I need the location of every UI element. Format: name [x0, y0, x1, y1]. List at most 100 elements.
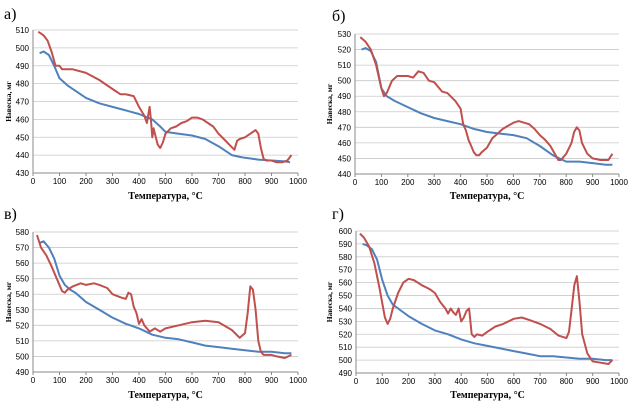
x-tick-label: 200	[402, 377, 416, 386]
y-tick-label: 530	[338, 30, 352, 39]
x-tick-label: 600	[185, 177, 199, 186]
y-tick-label: 480	[338, 108, 352, 117]
y-tick-label: 470	[16, 98, 30, 107]
y-tick-label: 560	[16, 259, 30, 268]
y-tick-label: 560	[339, 279, 353, 288]
x-tick-label: 500	[159, 177, 173, 186]
y-tick-label: 580	[16, 228, 30, 237]
x-tick-label: 800	[238, 376, 252, 385]
y-tick-label: 520	[16, 321, 30, 330]
x-tick-label: 0	[31, 376, 36, 385]
x-tick-label: 1000	[610, 178, 628, 187]
y-tick-label: 490	[16, 62, 30, 71]
x-tick-label: 900	[265, 177, 279, 186]
x-axis-title: Температура, °С	[450, 191, 525, 202]
panel-label-c: в)	[4, 206, 17, 223]
x-tick-label: 300	[106, 177, 120, 186]
y-tick-label: 570	[339, 266, 353, 275]
x-tick-label: 600	[185, 376, 199, 385]
y-tick-label: 500	[339, 356, 353, 365]
y-tick-label: 530	[16, 306, 30, 315]
x-tick-label: 700	[212, 177, 226, 186]
x-tick-label: 500	[481, 377, 495, 386]
y-tick-label: 540	[339, 304, 353, 313]
x-tick-label: 1000	[289, 177, 307, 186]
y-tick-label: 460	[16, 115, 30, 124]
x-tick-label: 400	[132, 177, 146, 186]
x-tick-label: 200	[401, 178, 415, 187]
x-tick-label: 0	[354, 377, 359, 386]
panel-label-d: г)	[332, 206, 344, 223]
y-tick-label: 440	[16, 151, 30, 160]
series-line-2	[36, 234, 292, 359]
x-tick-label: 700	[212, 376, 226, 385]
y-axis-title: Навеска, мг	[4, 81, 13, 122]
chart-c-svg: 490 500 510 520 530 540 550 560 570 580 0 100 200 300…	[4, 228, 307, 401]
chart-panel-c: 490 500 510 520 530 540 550 560 570 580 0 100 200 300…	[0, 202, 320, 405]
x-axis-title: Температура, °С	[128, 390, 203, 401]
y-tick-label: 580	[339, 253, 353, 262]
y-tick-label: 520	[339, 330, 353, 339]
y-tick-label: 550	[339, 292, 353, 301]
y-tick-label: 480	[16, 80, 30, 89]
x-tick-label: 200	[79, 376, 93, 385]
x-tick-label: 800	[560, 178, 574, 187]
x-tick-label: 100	[376, 377, 390, 386]
x-tick-label: 100	[53, 376, 67, 385]
y-tick-label: 590	[339, 240, 353, 249]
chart-d-svg: 490 500 510 520 530 540 550 560 570 580 590 600 0 100…	[325, 227, 628, 401]
x-tick-label: 700	[533, 377, 547, 386]
y-axis-title: Навеска, мг	[325, 281, 334, 322]
x-axis-title: Температура, °С	[450, 390, 525, 401]
x-tick-label: 400	[132, 376, 146, 385]
chart-panel-d: 490 500 510 520 530 540 550 560 570 580 590 600 0 100…	[320, 202, 641, 405]
x-tick-label: 400	[455, 377, 469, 386]
series-line-1	[39, 50, 291, 164]
y-tick-label: 510	[16, 26, 30, 35]
y-axis-title: Навеска, мг	[325, 83, 334, 124]
y-tick-label: 510	[339, 343, 353, 352]
y-tick-label: 600	[339, 227, 353, 236]
x-tick-label: 400	[454, 178, 468, 187]
chart-panel-a: 430 440 450 460 470 480 490 500 510 0 100 200 300 400…	[0, 0, 320, 202]
y-axis-title: Навеска, мг	[4, 281, 13, 322]
series-line-1	[39, 240, 292, 355]
y-tick-label: 520	[338, 46, 352, 55]
y-tick-label: 540	[16, 290, 30, 299]
panel-label-b: б)	[332, 8, 346, 25]
x-tick-label: 300	[106, 376, 120, 385]
series-line-2	[359, 232, 614, 365]
y-tick-label: 470	[338, 123, 352, 132]
x-tick-label: 100	[53, 177, 67, 186]
series-line-1	[362, 242, 613, 362]
x-tick-label: 200	[79, 177, 93, 186]
chart-a-svg: 430 440 450 460 470 480 490 500 510 0 100 200 300 400…	[4, 26, 307, 202]
y-tick-label: 460	[338, 139, 352, 148]
x-tick-label: 1000	[289, 376, 307, 385]
y-tick-label: 490	[339, 369, 353, 378]
y-tick-label: 510	[16, 337, 30, 346]
x-tick-label: 0	[353, 178, 358, 187]
x-tick-label: 800	[238, 177, 252, 186]
y-tick-label: 500	[16, 352, 30, 361]
y-tick-label: 510	[338, 61, 352, 70]
y-tick-label: 500	[338, 77, 352, 86]
x-tick-label: 900	[586, 178, 600, 187]
series-line-2	[37, 30, 293, 164]
chart-b-svg: 440 450 460 470 480 490 500 510 520 530 0 100 200 300…	[325, 30, 628, 202]
x-tick-label: 600	[507, 178, 521, 187]
x-tick-label: 900	[265, 376, 279, 385]
x-tick-label: 100	[375, 178, 389, 187]
y-tick-label: 440	[338, 170, 352, 179]
x-tick-label: 1000	[610, 377, 628, 386]
x-tick-label: 0	[31, 177, 36, 186]
y-tick-label: 550	[16, 275, 30, 284]
chart-panel-b: 440 450 460 470 480 490 500 510 520 530 0 100 200 300…	[320, 0, 641, 202]
y-tick-label: 490	[16, 368, 30, 377]
x-tick-label: 500	[480, 178, 494, 187]
y-tick-label: 450	[16, 133, 30, 142]
x-tick-label: 800	[560, 377, 574, 386]
x-tick-label: 900	[586, 377, 600, 386]
x-tick-label: 300	[428, 377, 442, 386]
y-tick-label: 500	[16, 44, 30, 53]
